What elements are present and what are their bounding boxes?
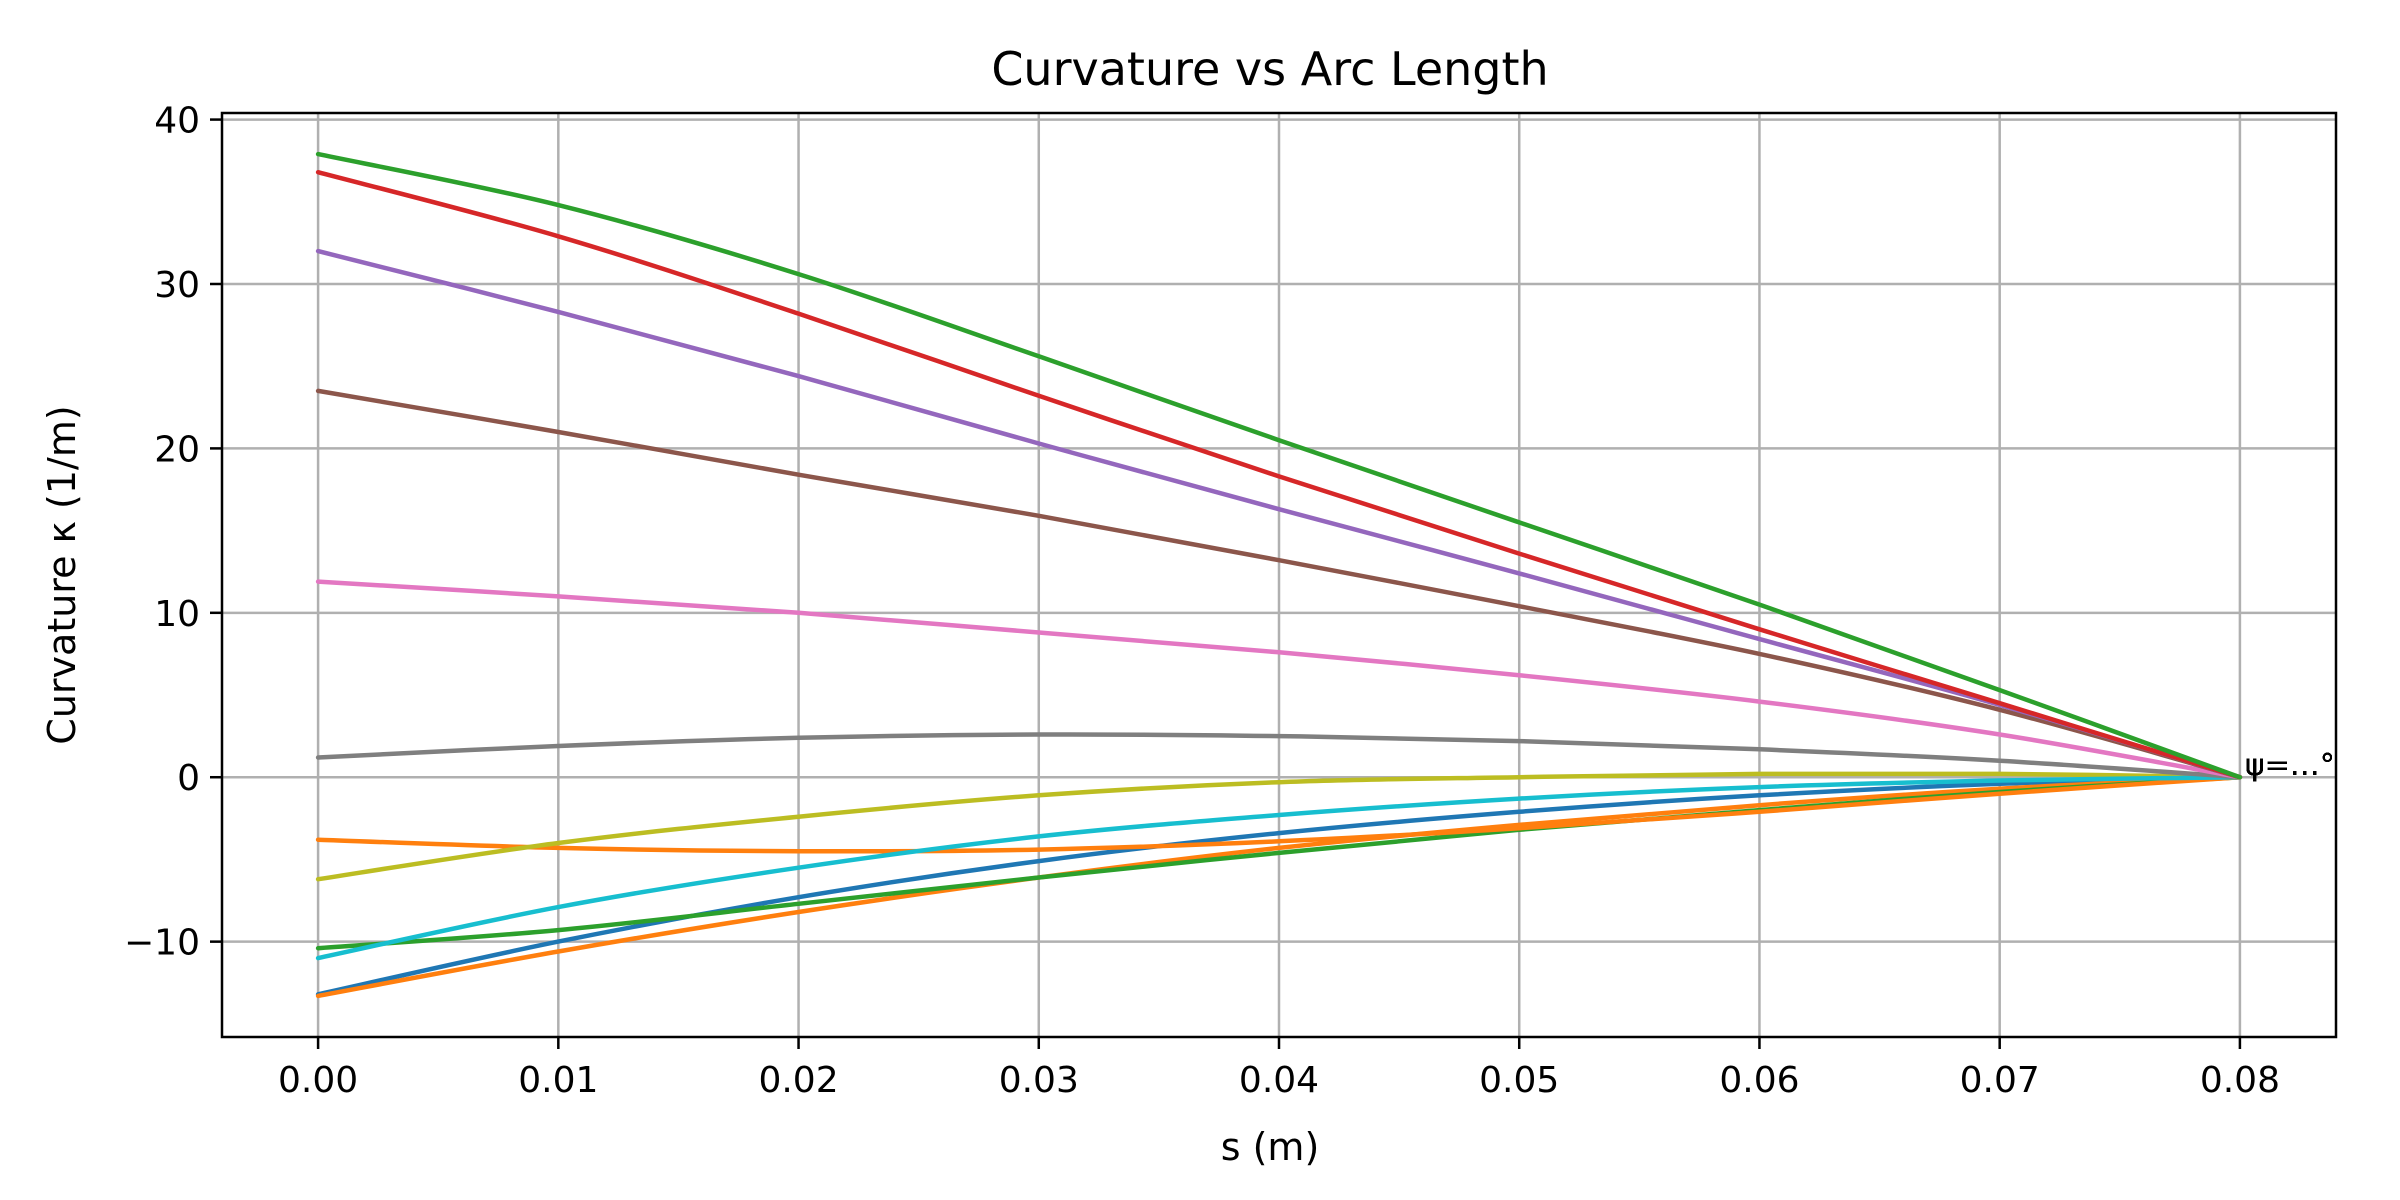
series-end-label: ψ=…° — [2245, 748, 2335, 783]
chart-title: Curvature vs Arc Length — [991, 42, 1548, 96]
x-tick-label: 0.02 — [758, 1060, 838, 1101]
series-line-5 — [315, 771, 2243, 882]
x-tick-label: 0.04 — [1239, 1060, 1319, 1101]
series-end-label: ψ=…° — [2245, 748, 2335, 783]
series-line-12 — [315, 151, 2243, 780]
x-tick-label: 0.06 — [1719, 1060, 1799, 1101]
series-line-11 — [315, 169, 2243, 780]
series-line-10 — [315, 248, 2243, 780]
x-tick-label: 0.05 — [1479, 1060, 1559, 1101]
series-end-label: ψ=…° — [2245, 748, 2335, 783]
x-tick-label: 0.08 — [2200, 1060, 2280, 1101]
series-end-label: ψ=…° — [2245, 748, 2335, 783]
series-line-9 — [315, 388, 2243, 780]
series-layer — [315, 151, 2243, 999]
y-tick-label: 10 — [154, 594, 200, 635]
x-tick-label: 0.07 — [1960, 1060, 2040, 1101]
x-axis-label: s (m) — [1221, 1125, 1320, 1169]
end-labels: ψ=…°ψ=…°ψ=…°ψ=…°ψ=…°ψ=…°ψ=…°ψ=…°ψ=…°ψ=…°… — [2245, 748, 2335, 783]
y-tick-label: 20 — [154, 429, 200, 470]
y-axis-label: Curvature κ (1/m) — [40, 405, 84, 744]
y-tick-label: −10 — [124, 923, 200, 964]
series-end-label: ψ=…° — [2245, 748, 2335, 783]
series-line-4 — [315, 774, 2243, 854]
y-tick-label: 40 — [154, 101, 200, 142]
y-tick-label: 0 — [177, 758, 200, 799]
series-line-8 — [315, 579, 2243, 780]
series-line-7 — [315, 732, 2243, 780]
series-end-label: ψ=…° — [2245, 748, 2335, 783]
grid-lines — [222, 113, 2336, 1037]
series-end-label: ψ=…° — [2245, 748, 2335, 783]
x-axis-ticks: 0.00 0.01 0.02 0.03 0.04 0.05 0.06 0.07 0.08 — [278, 1037, 2280, 1101]
x-tick-label: 0.03 — [999, 1060, 1079, 1101]
series-end-label: ψ=…° — [2245, 748, 2335, 783]
series-end-label: ψ=…° — [2245, 748, 2335, 783]
x-tick-label: 0.01 — [518, 1060, 598, 1101]
series-line-2 — [315, 774, 2243, 999]
series-end-label: ψ=…° — [2245, 748, 2335, 783]
y-tick-label: 30 — [154, 265, 200, 306]
series-line-1 — [315, 774, 2243, 997]
series-end-label: ψ=…° — [2245, 748, 2335, 783]
series-line-6 — [315, 774, 2243, 961]
x-tick-label: 0.00 — [278, 1060, 358, 1101]
series-end-label: ψ=…° — [2245, 748, 2335, 783]
y-axis-ticks: −10 0 10 20 30 40 — [124, 101, 222, 964]
